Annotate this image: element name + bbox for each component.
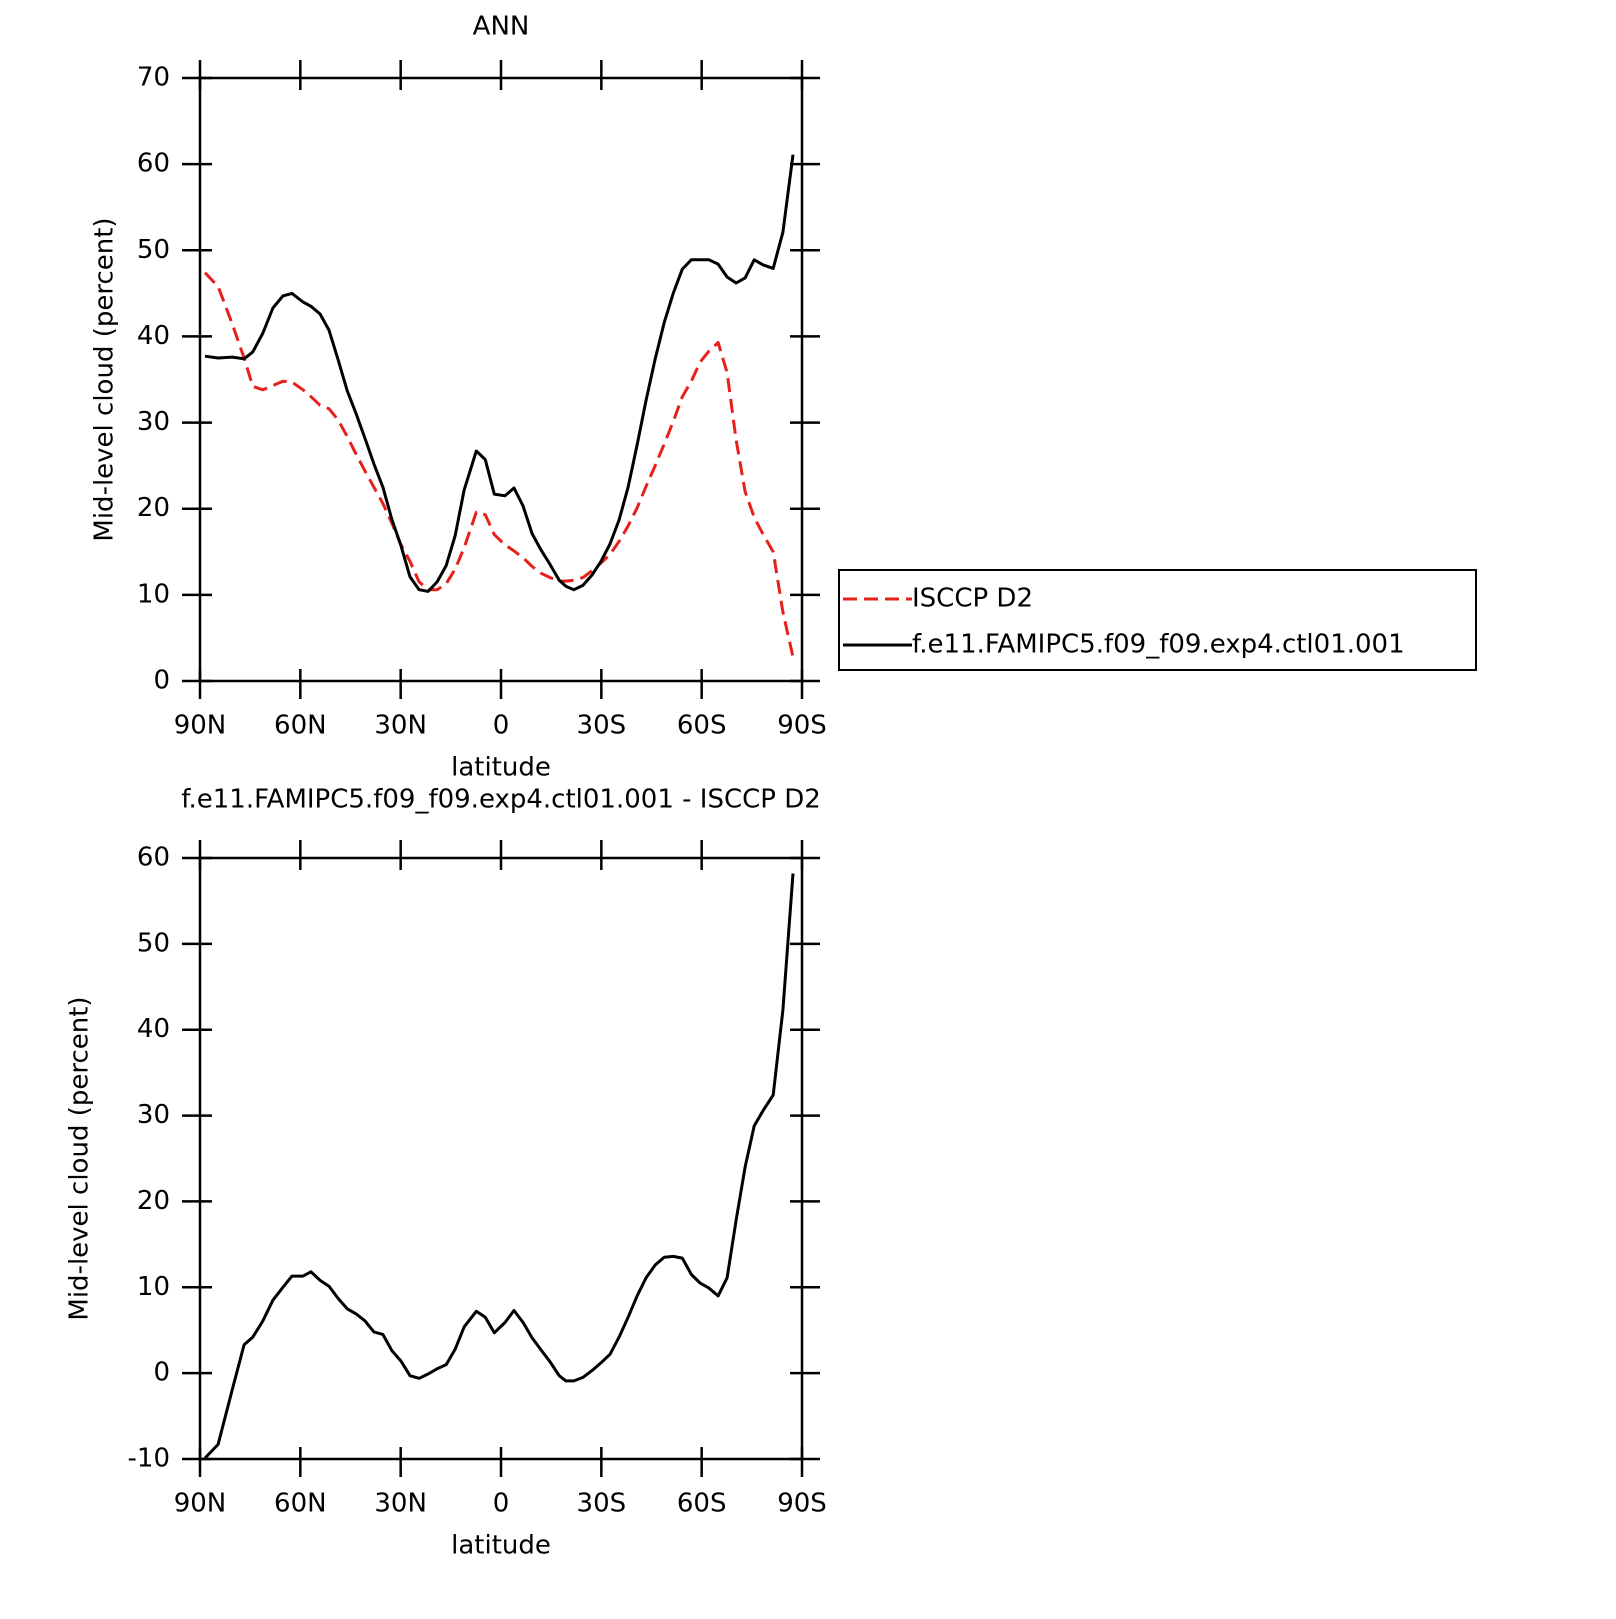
- y-tick-label: 10: [137, 579, 170, 609]
- x-tick-label: 30N: [374, 711, 427, 741]
- y-tick-label: 20: [137, 1186, 170, 1216]
- y-tick-label: 50: [137, 235, 170, 265]
- data-line: [203, 271, 795, 658]
- x-tick-label: 60S: [677, 711, 727, 741]
- legend-label: f.e11.FAMIPC5.f09_f09.exp4.ctl01.001: [912, 630, 1405, 660]
- y-axis-label: Mid-level cloud (percent): [65, 996, 95, 1320]
- x-tick-label: 0: [493, 1489, 510, 1519]
- y-tick-label: 40: [137, 1014, 170, 1044]
- x-tick-label: 90S: [777, 1489, 827, 1519]
- x-tick-label: 30S: [577, 1489, 627, 1519]
- x-axis-label: latitude: [451, 753, 551, 783]
- y-tick-label: 40: [137, 321, 170, 351]
- y-tick-label: 60: [137, 149, 170, 179]
- legend-label: ISCCP D2: [912, 584, 1033, 614]
- x-tick-label: 0: [493, 711, 510, 741]
- legend-box: [838, 569, 1477, 671]
- x-tick-label: 90S: [777, 711, 827, 741]
- chart-title: f.e11.FAMIPC5.f09_f09.exp4.ctl01.001 - I…: [181, 785, 821, 815]
- data-line: [204, 154, 795, 593]
- data-line: [203, 873, 795, 1460]
- plot-frame: [198, 76, 804, 683]
- x-axis-label: latitude: [451, 1531, 551, 1561]
- y-tick-label: 50: [137, 928, 170, 958]
- x-tick-label: 90N: [174, 711, 227, 741]
- plot-frame: [198, 856, 804, 1461]
- x-tick-label: 60S: [677, 1489, 727, 1519]
- x-tick-label: 60N: [274, 1489, 327, 1519]
- y-tick-label: 30: [137, 407, 170, 437]
- y-tick-label: 20: [137, 493, 170, 523]
- chart-title: ANN: [473, 12, 530, 42]
- y-tick-label: 60: [137, 843, 170, 873]
- y-tick-label: 10: [137, 1272, 170, 1302]
- y-axis-label: Mid-level cloud (percent): [90, 217, 120, 541]
- y-tick-label: 0: [153, 666, 170, 696]
- x-tick-label: 30S: [577, 711, 627, 741]
- x-tick-label: 60N: [274, 711, 327, 741]
- y-tick-label: 0: [153, 1358, 170, 1388]
- x-tick-label: 90N: [174, 1489, 227, 1519]
- y-tick-label: -10: [128, 1444, 170, 1474]
- y-tick-label: 30: [137, 1100, 170, 1130]
- x-tick-label: 30N: [374, 1489, 427, 1519]
- y-tick-label: 70: [137, 63, 170, 93]
